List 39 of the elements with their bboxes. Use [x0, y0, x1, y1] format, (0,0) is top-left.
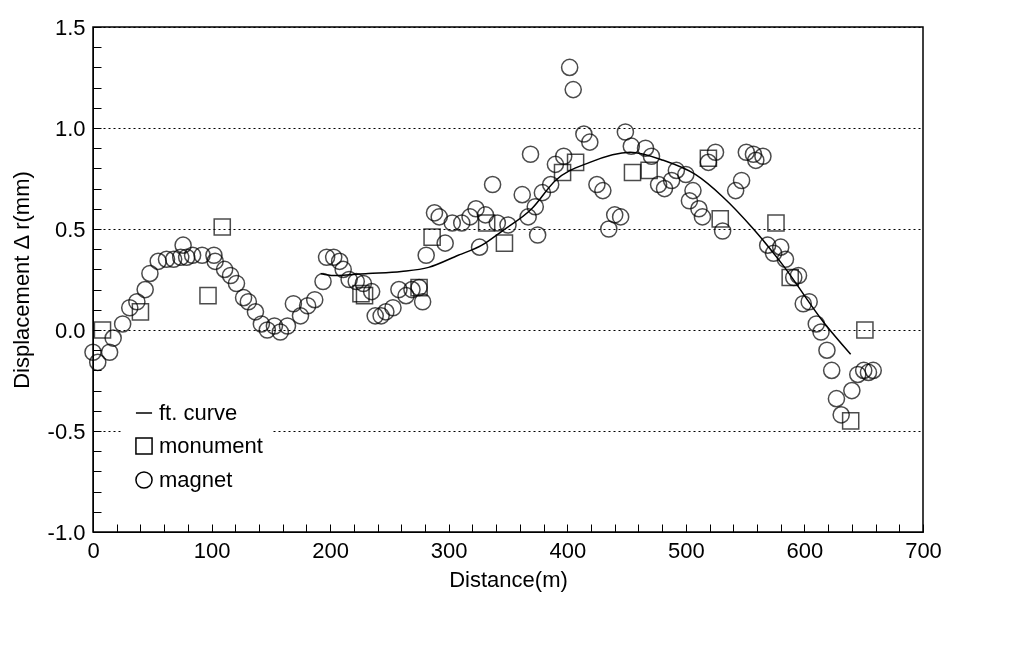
x-tick-label: 400 [549, 537, 587, 563]
point [711, 210, 730, 228]
legend-label: ft. curve [159, 400, 238, 425]
point [410, 278, 428, 297]
y-axis-title: Displacement Δ r(mm) [8, 171, 34, 389]
point [767, 214, 785, 232]
point [781, 268, 800, 287]
legend-label: magnet [159, 467, 233, 492]
x-tick-label: 100 [193, 537, 231, 563]
y-tick-label: 1.5 [54, 14, 86, 40]
x-tick-label: 600 [786, 537, 824, 563]
point [623, 163, 642, 182]
point [213, 218, 232, 236]
point [566, 153, 585, 172]
point [553, 163, 572, 182]
x-axis-title: Distance(m) [449, 566, 568, 592]
point [131, 303, 150, 321]
y-tick-label: -0.5 [47, 418, 86, 444]
point [355, 286, 374, 305]
point [640, 161, 658, 180]
x-tick-label: 200 [312, 537, 349, 563]
point [841, 412, 860, 430]
legend-label: monument [159, 433, 263, 458]
point [495, 234, 514, 252]
y-tick-label: -1.0 [47, 519, 86, 545]
y-tick-label: 1.0 [54, 115, 86, 141]
x-tick-label: 500 [668, 537, 705, 563]
y-tick-label: 0.0 [54, 317, 86, 343]
point [423, 228, 441, 246]
point [856, 321, 874, 339]
point [477, 214, 496, 232]
x-tick-label: 0 [87, 537, 100, 563]
point [93, 321, 112, 339]
point [699, 149, 718, 168]
y-tick-label: 0.5 [54, 216, 86, 242]
x-tick-label: 300 [430, 537, 468, 563]
point [352, 284, 370, 303]
x-tick-label: 700 [905, 537, 942, 563]
point [199, 286, 217, 305]
